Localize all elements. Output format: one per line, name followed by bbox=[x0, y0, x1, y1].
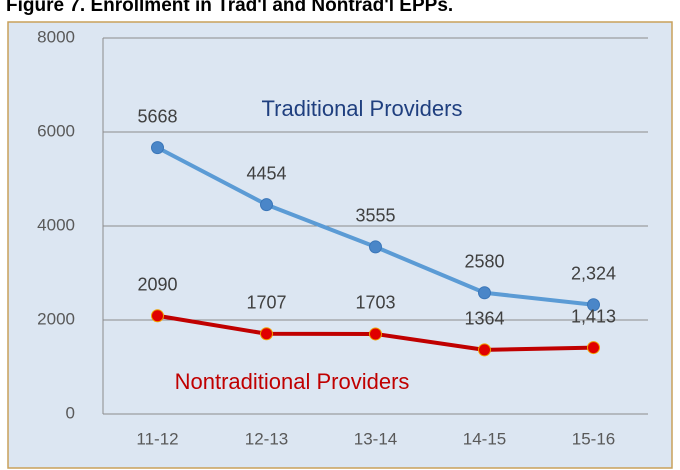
data-label: 1703 bbox=[355, 293, 395, 313]
data-point bbox=[151, 141, 164, 155]
y-tick-label: 2000 bbox=[37, 309, 75, 328]
data-point bbox=[587, 298, 600, 312]
y-tick-label: 4000 bbox=[37, 215, 75, 234]
x-tick-label: 15-16 bbox=[572, 429, 615, 448]
data-label: 1,413 bbox=[571, 306, 616, 326]
data-point bbox=[587, 341, 600, 355]
x-tick-label: 12-13 bbox=[245, 429, 288, 448]
data-label: 1707 bbox=[246, 293, 286, 313]
data-point bbox=[369, 240, 382, 254]
data-point bbox=[369, 327, 382, 341]
data-label: 4454 bbox=[246, 163, 286, 183]
data-point bbox=[260, 327, 273, 341]
data-label: 5668 bbox=[137, 106, 177, 126]
x-tick-label: 11-12 bbox=[136, 429, 178, 448]
data-label: 2580 bbox=[464, 251, 504, 271]
chart-title: Figure 7. Enrollment in Trad'l and Nontr… bbox=[6, 0, 453, 16]
x-tick-label: 13-14 bbox=[354, 429, 397, 448]
y-tick-label: 6000 bbox=[37, 121, 75, 140]
series-name: Nontraditional Providers bbox=[175, 369, 410, 394]
y-tick-label: 8000 bbox=[37, 27, 75, 46]
data-label: 1364 bbox=[464, 309, 504, 329]
data-point bbox=[151, 309, 164, 323]
data-label: 2090 bbox=[137, 275, 177, 295]
data-point bbox=[478, 286, 491, 300]
data-label: 2,324 bbox=[571, 264, 616, 284]
data-label: 3555 bbox=[355, 206, 395, 226]
x-tick-label: 14-15 bbox=[463, 429, 506, 448]
data-point bbox=[478, 343, 491, 357]
y-tick-label: 0 bbox=[66, 403, 75, 422]
series-name: Traditional Providers bbox=[262, 96, 463, 121]
data-point bbox=[260, 198, 273, 212]
chart-background bbox=[7, 21, 673, 469]
